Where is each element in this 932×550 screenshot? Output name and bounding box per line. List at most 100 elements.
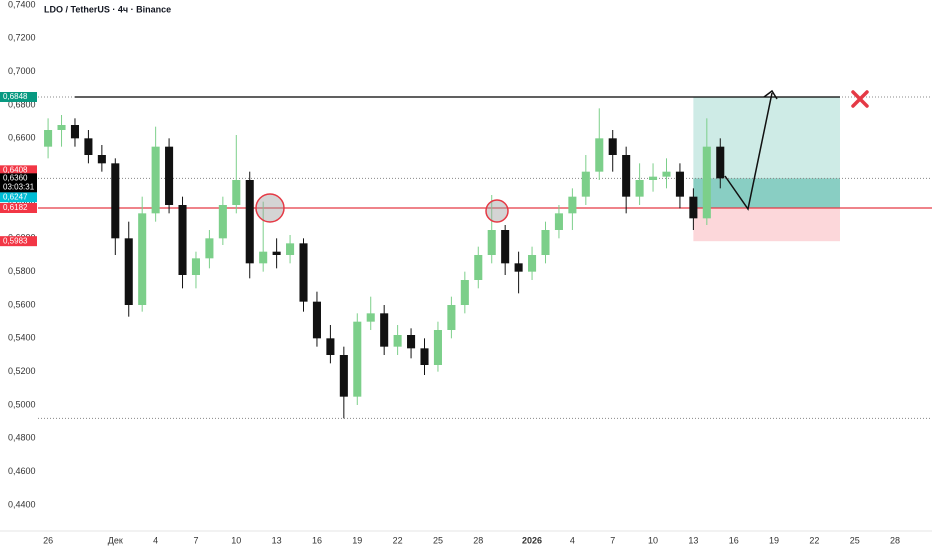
candle-body xyxy=(57,125,66,130)
candle-body xyxy=(218,205,227,239)
candle-body xyxy=(407,335,416,349)
arrow-head xyxy=(763,89,778,100)
x-tick-label: 28 xyxy=(890,535,900,545)
candle-body xyxy=(151,146,160,214)
candle-body xyxy=(608,138,617,155)
candle-body xyxy=(528,255,537,272)
candle-body xyxy=(393,335,402,347)
candle-body xyxy=(44,130,53,147)
x-tick-label: 10 xyxy=(231,535,241,545)
candle-body xyxy=(689,196,698,219)
x-tick-label: 2026 xyxy=(522,535,542,545)
y-tick-label: 0,5400 xyxy=(8,333,36,343)
y-tick-label: 0,5200 xyxy=(8,366,36,376)
candle-body xyxy=(595,138,604,172)
price-tag-label: 0,6247 xyxy=(3,192,28,201)
x-tick-label: 7 xyxy=(610,535,615,545)
y-tick-label: 0,7400 xyxy=(8,0,36,9)
x-tick-label: 22 xyxy=(809,535,819,545)
candle-body xyxy=(675,171,684,197)
candle-body xyxy=(622,155,631,197)
candle-body xyxy=(581,171,590,197)
candle-body xyxy=(554,213,563,230)
y-tick-label: 0,7000 xyxy=(8,66,36,76)
price-tag-label: 0,6408 xyxy=(3,165,28,174)
countdown: 03:03:31 xyxy=(3,182,35,191)
loss-zone xyxy=(693,208,840,242)
x-tick-label: 16 xyxy=(312,535,322,545)
candle-body xyxy=(286,243,295,255)
y-tick-label: 0,4400 xyxy=(8,499,36,509)
highlight-circle xyxy=(485,199,509,223)
candle-body xyxy=(366,313,375,322)
projection-arrow xyxy=(724,92,773,211)
candle-body xyxy=(191,258,200,275)
candle-body xyxy=(339,355,348,397)
price-tag-label: 0,5983 xyxy=(3,236,28,245)
price-tag xyxy=(0,236,37,247)
candle-body xyxy=(487,230,496,255)
price-tag-label: 0,6360 xyxy=(3,173,28,182)
candle-body xyxy=(312,301,321,339)
candle-body xyxy=(205,238,214,259)
price-tag-label: 0,6182 xyxy=(3,203,28,212)
x-tick-label: 7 xyxy=(193,535,198,545)
y-tick-label: 0,5000 xyxy=(8,399,36,409)
highlight-circle xyxy=(255,193,285,223)
y-tick-label: 0,4600 xyxy=(8,466,36,476)
price-tag xyxy=(0,203,37,213)
candle-body xyxy=(111,163,120,239)
y-tick-label: 0,5600 xyxy=(8,299,36,309)
x-tick-label: Дек xyxy=(108,535,123,545)
profit-filled xyxy=(693,178,840,208)
candle-body xyxy=(514,263,523,272)
candle-body xyxy=(460,280,469,305)
x-tick-label: 19 xyxy=(352,535,362,545)
candle-body xyxy=(70,125,80,139)
candle-body xyxy=(353,321,362,397)
candle-body xyxy=(447,305,456,330)
x-tick-label: 13 xyxy=(272,535,282,545)
candle-body xyxy=(568,196,577,214)
candle-body xyxy=(259,251,268,264)
x-tick-label: 4 xyxy=(570,535,575,545)
x-tick-label: 22 xyxy=(393,535,403,545)
price-tag xyxy=(0,173,37,184)
candle-body xyxy=(474,255,483,280)
candle-body xyxy=(635,180,644,197)
chart-title: LDO / TetherUS · 4ч · Binance xyxy=(44,4,171,14)
candle-body xyxy=(380,313,389,347)
candle-body xyxy=(702,146,711,219)
y-tick-label: 0,6800 xyxy=(8,99,36,109)
price-tag xyxy=(0,165,37,176)
x-tick-label: 25 xyxy=(433,535,443,545)
candle-body xyxy=(97,155,106,164)
candle-body xyxy=(165,146,174,205)
price-tag xyxy=(0,192,37,203)
candle-body xyxy=(662,171,671,177)
cross-mark xyxy=(851,90,869,108)
candle-body xyxy=(716,146,725,179)
y-tick-label: 0,6600 xyxy=(8,133,36,143)
x-tick-label: 13 xyxy=(688,535,698,545)
y-tick-label: 0,5800 xyxy=(8,266,36,276)
candle-body xyxy=(178,205,187,275)
x-tick-label: 10 xyxy=(648,535,658,545)
candle-body xyxy=(649,176,658,180)
candle-body xyxy=(541,230,550,255)
candle-body xyxy=(138,213,147,305)
candle-body xyxy=(84,138,93,155)
candle-body xyxy=(420,348,429,365)
x-tick-label: 16 xyxy=(729,535,739,545)
candle-body xyxy=(501,230,510,264)
countdown-bg xyxy=(0,182,37,193)
candle-body xyxy=(124,238,133,305)
y-tick-label: 0,7200 xyxy=(8,33,36,43)
y-tick-label: 0,4800 xyxy=(8,433,36,443)
candle-body xyxy=(245,180,254,264)
price-tag-label: 0,6848 xyxy=(3,92,28,101)
candle-body xyxy=(326,338,335,355)
x-tick-label: 28 xyxy=(473,535,483,545)
candle-body xyxy=(433,330,442,365)
